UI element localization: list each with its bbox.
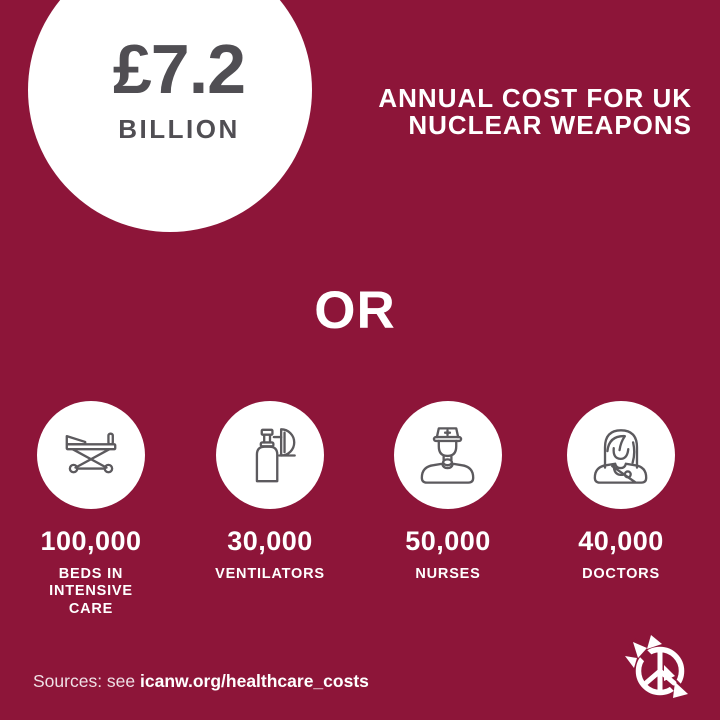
headline-line-2: NUCLEAR WEAPONS	[408, 110, 692, 140]
headline-line-1: ANNUAL COST FOR UK	[378, 83, 692, 113]
alt-column-ventilators: 30,000 VENTILATORS	[185, 401, 355, 583]
alt-value: 40,000	[578, 526, 664, 556]
cost-amount: £7.2	[112, 30, 246, 108]
alt-value: 50,000	[405, 526, 491, 556]
sources-prefix: Sources: see	[33, 671, 140, 691]
alt-value: 30,000	[227, 526, 313, 556]
nurses-icon-circle	[394, 401, 502, 509]
sources-link[interactable]: icanw.org/healthcare_costs	[140, 671, 369, 691]
alt-value: 100,000	[40, 526, 142, 556]
beds-icon-circle	[37, 401, 145, 509]
alt-column-nurses: 50,000 NURSES	[363, 401, 533, 583]
sources-line: Sources: see icanw.org/healthcare_costs	[33, 671, 369, 692]
cost-circle: £7.2 BILLION	[28, 0, 312, 232]
ventilators-icon-circle	[216, 401, 324, 509]
alt-column-beds: 100,000 BEDS IN INTENSIVE CARE	[6, 401, 176, 618]
cost-unit: BILLION	[118, 114, 240, 144]
ventilator-icon	[255, 428, 296, 483]
alt-column-doctors: 40,000 DOCTORS	[536, 401, 706, 583]
alt-label: DOCTORS	[582, 566, 660, 582]
ican-logo-icon	[625, 635, 688, 702]
nurse-icon	[420, 427, 475, 484]
or-divider: OR	[314, 281, 396, 340]
alt-label: BEDS IN INTENSIVE CARE	[49, 566, 133, 617]
alt-label: NURSES	[415, 566, 481, 582]
headline: ANNUAL COST FOR UK NUCLEAR WEAPONS	[378, 85, 692, 139]
stretcher-icon	[65, 432, 117, 474]
alt-label: VENTILATORS	[215, 566, 325, 582]
doctor-icon	[593, 429, 648, 484]
cost-text-block: £7.2 BILLION	[28, 34, 330, 145]
doctors-icon-circle	[567, 401, 675, 509]
